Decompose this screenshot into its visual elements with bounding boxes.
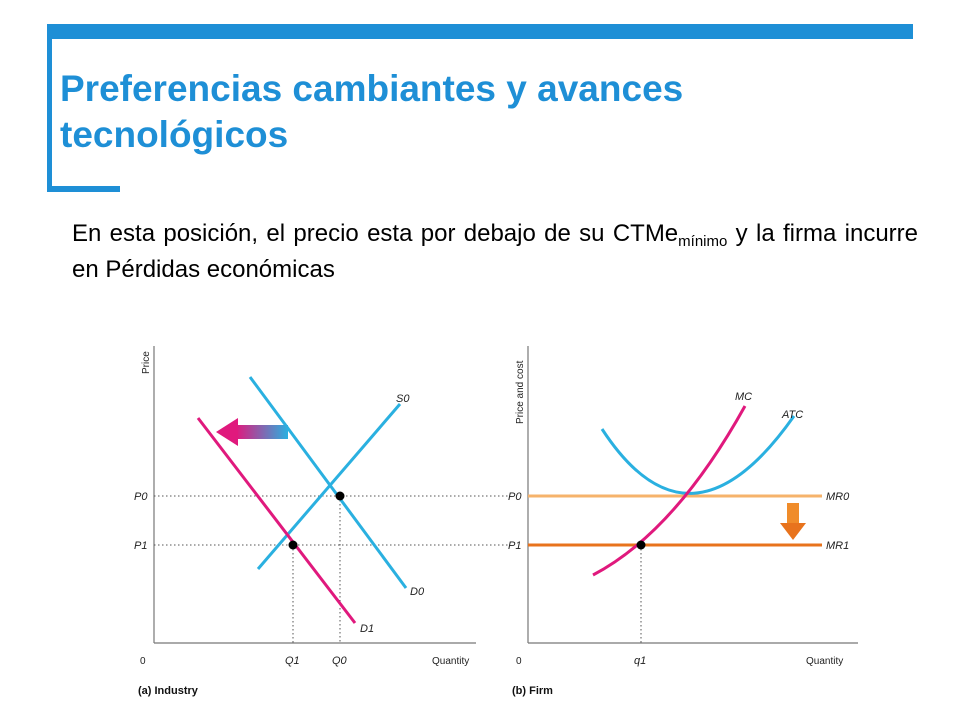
firm-p0-label: P0 xyxy=(508,491,522,503)
title-accent-bar-left xyxy=(47,24,52,190)
firm-mr1-label: MR1 xyxy=(826,540,849,552)
firm-atc-label: ATC xyxy=(781,409,803,421)
title-accent-bar-bottom xyxy=(47,186,120,192)
body-text-subscript: mínimo xyxy=(678,233,728,250)
firm-diagram: Price and cost Quantity 0 P0 P1 q1 MC AT… xyxy=(508,346,858,697)
industry-demand-curve-d1 xyxy=(196,417,357,624)
down-arrow-icon xyxy=(780,503,806,540)
industry-equilibrium-point-new xyxy=(288,540,298,550)
slide-body-text: En esta posición, el precio esta por deb… xyxy=(72,216,918,288)
industry-p1-label: P1 xyxy=(134,540,147,552)
industry-origin-label: 0 xyxy=(140,656,146,667)
industry-d1-label: D1 xyxy=(360,623,374,635)
industry-s0-label: S0 xyxy=(396,393,410,405)
industry-demand-curve-d0 xyxy=(248,376,408,589)
industry-q1-label: Q1 xyxy=(285,655,300,667)
industry-supply-curve-s0 xyxy=(256,403,402,570)
firm-atc-curve xyxy=(600,415,796,495)
industry-x-axis-label: Quantity xyxy=(432,656,469,667)
firm-operating-point xyxy=(636,540,646,550)
industry-diagram: Price Quantity 0 P0 P1 Q1 Q0 S0 D0 D1 (a… xyxy=(134,346,508,697)
firm-origin-label: 0 xyxy=(516,656,522,667)
industry-equilibrium-point-old xyxy=(335,491,345,501)
firm-mr0-label: MR0 xyxy=(826,491,850,503)
firm-mc-label: MC xyxy=(735,391,752,403)
industry-p0-label: P0 xyxy=(134,491,148,503)
firm-p1-label: P1 xyxy=(508,540,521,552)
industry-y-axis-label: Price xyxy=(141,351,152,374)
slide-title: Preferencias cambiantes y avances tecnol… xyxy=(60,68,684,155)
industry-d0-label: D0 xyxy=(410,586,425,598)
firm-caption: (b) Firm xyxy=(512,685,553,697)
body-text-start: En esta posición, el precio esta por deb… xyxy=(72,220,679,247)
firm-mc-curve xyxy=(592,405,747,577)
body-text-end: y la firma incurre en Pérdidas económica… xyxy=(72,220,919,283)
industry-q0-label: Q0 xyxy=(332,655,348,667)
industry-caption: (a) Industry xyxy=(138,685,199,697)
firm-q1-label: q1 xyxy=(634,655,646,667)
title-accent-bar-top xyxy=(47,24,913,39)
left-arrow-icon xyxy=(216,418,288,446)
firm-x-axis-label: Quantity xyxy=(806,656,843,667)
firm-y-axis-label: Price and cost xyxy=(515,360,526,424)
